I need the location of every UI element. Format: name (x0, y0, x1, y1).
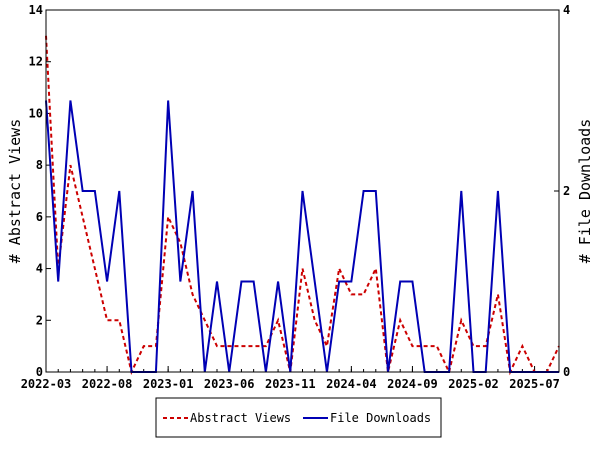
x-tick-label: 2023-06 (204, 377, 255, 391)
plot-frame (45, 9, 560, 373)
x-tick-label: 2025-07 (509, 377, 560, 391)
y-left-tick-label: 10 (29, 106, 43, 120)
y-right-tick-label: 2 (563, 184, 570, 198)
y-right-tick-label: 4 (563, 3, 570, 17)
x-tick-label: 2025-02 (448, 377, 499, 391)
legend-label-file-downloads: File Downloads (330, 411, 431, 425)
y-left-tick-label: 6 (36, 210, 43, 224)
legend-label-abstract-views: Abstract Views (190, 411, 291, 425)
x-tick-label: 2024-04 (326, 377, 377, 391)
y-right-axis-title: # File Downloads (576, 119, 594, 264)
y-left-tick-label: 8 (36, 158, 43, 172)
y-left-axis: 0 2 4 6 8 10 12 14 (29, 3, 51, 379)
x-tick-label: 2023-11 (265, 377, 316, 391)
y-left-tick-label: 0 (36, 365, 43, 379)
x-tick-label: 2023-01 (143, 377, 194, 391)
x-axis: 2022-03 2022-08 2023-01 2023-06 2023-11 2024-… (21, 366, 560, 391)
y-left-tick-label: 2 (36, 313, 43, 327)
legend-box (155, 397, 442, 438)
x-tick-label: 2022-03 (21, 377, 72, 391)
x-tick-label: 2024-09 (387, 377, 438, 391)
legend: Abstract Views File Downloads (155, 397, 442, 438)
y-right-tick-label: 0 (563, 365, 570, 379)
y-left-tick-label: 14 (29, 3, 43, 17)
x-tick-label: 2022-08 (82, 377, 133, 391)
y-left-axis-title: # Abstract Views (6, 119, 24, 264)
y-left-tick-label: 12 (29, 55, 43, 69)
y-left-tick-label: 4 (36, 262, 43, 276)
